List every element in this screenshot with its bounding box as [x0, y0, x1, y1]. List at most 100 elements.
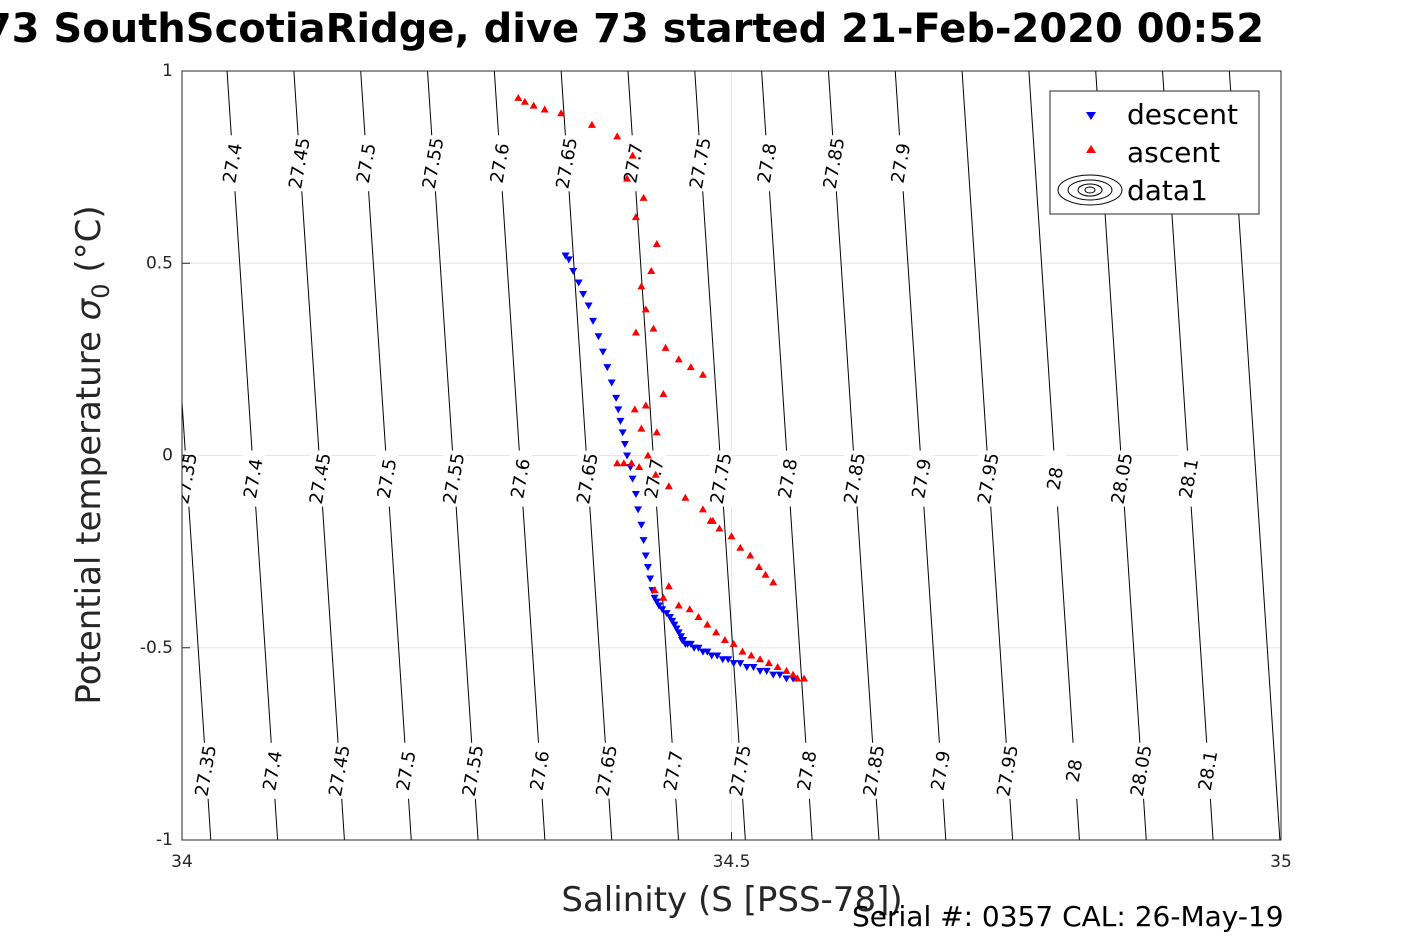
svg-text:Potential temperature σ0 (°C): Potential temperature σ0 (°C)	[69, 205, 115, 704]
ascent-point	[647, 266, 656, 274]
ascent-point	[623, 174, 632, 182]
contour-label-bg	[863, 742, 886, 799]
data-points	[514, 93, 809, 683]
ascent-point	[756, 655, 765, 663]
contour-label-bg	[977, 450, 1000, 507]
ascent-point	[681, 493, 690, 501]
contour-label-bg	[328, 742, 351, 799]
descent-point	[643, 564, 652, 572]
ascent-point	[674, 601, 683, 609]
contour-label-bg	[222, 135, 245, 192]
contour-label-bg	[155, 135, 177, 191]
ascent-point	[747, 651, 756, 659]
descent-point	[623, 452, 632, 460]
contour-label-bg	[395, 742, 418, 799]
ascent-point	[652, 428, 661, 436]
y-tick-label: -0.5	[140, 638, 173, 658]
contour-label-bg	[1178, 450, 1201, 507]
descent-point	[569, 267, 578, 275]
descent-point	[634, 506, 643, 514]
ascent-point	[736, 543, 745, 551]
ascent-point	[793, 674, 802, 682]
descent-point	[679, 637, 688, 645]
contour-label-bg	[930, 742, 953, 799]
contour-label: 28	[1043, 465, 1068, 491]
ascent-point	[628, 151, 637, 159]
ascent-point	[613, 459, 622, 467]
ylabel-sigma: σ	[69, 297, 109, 320]
descent-point	[564, 256, 573, 264]
descent-point	[736, 660, 745, 668]
contour-label-bg	[489, 135, 512, 192]
ascent-point	[746, 551, 755, 559]
descent-point	[646, 575, 655, 583]
contour-label-bg	[355, 135, 378, 192]
descent-point	[756, 667, 765, 675]
descent-point	[598, 348, 607, 356]
contour-label-bg	[729, 742, 752, 799]
contour-label-bg	[643, 450, 666, 507]
ascent-point	[641, 305, 650, 313]
ascent-point	[587, 120, 596, 128]
contour-labels: 27.3 27.35 27.4 27.45 27.5 27.55 27.6 27.65 27.7…	[86, 135, 1222, 799]
ascent-point	[712, 628, 721, 636]
y-tick-label: -1	[156, 830, 173, 850]
ascent-point	[729, 639, 738, 647]
ascent-point	[720, 636, 729, 644]
contour-label-bg	[376, 450, 399, 507]
ascent-point	[613, 132, 622, 140]
descent-point	[749, 663, 758, 671]
ascent-point	[631, 213, 640, 221]
contour-label-bg	[262, 742, 285, 799]
descent-point	[594, 333, 603, 341]
ascent-point	[637, 282, 646, 290]
ascent-point	[769, 578, 778, 586]
ascent-point	[637, 424, 646, 432]
contour-label-bg	[710, 450, 733, 507]
ascent-point	[686, 363, 695, 371]
ascent-point	[685, 605, 694, 613]
ascent-point	[652, 240, 661, 248]
descent-point	[607, 379, 616, 387]
legend-ascent-label: ascent	[1127, 136, 1220, 169]
contour-label-bg	[1044, 450, 1067, 507]
descent-point	[579, 291, 588, 299]
ascent-point	[514, 93, 523, 101]
descent-point	[662, 610, 671, 618]
chart-title-text: 673 SouthScotiaRidge, dive 73 started 21…	[0, 6, 1265, 52]
ascent-point	[800, 674, 809, 682]
contour-label-bg	[911, 450, 934, 507]
axis-ticks: 34 34.5 35 1 0.5 0 -0.5 -1	[140, 61, 1292, 872]
contour-label-bg	[997, 742, 1020, 799]
descent-point	[775, 671, 784, 679]
ascent-point	[715, 524, 724, 532]
serial-cal-footer: Serial #: 0357 CAL: 26-May-19	[852, 900, 1284, 933]
contour-label: 28	[1063, 758, 1088, 784]
chart-title: 673 SouthScotiaRidge, dive 73 started 21…	[0, 6, 1417, 52]
ascent-point	[659, 389, 668, 397]
contour-label-bg	[823, 135, 846, 192]
ascent-point	[641, 401, 650, 409]
legend-contour-icon	[1057, 174, 1123, 206]
x-axis-label: Salinity (S [PSS-78])	[561, 880, 903, 920]
contour-label-bg	[689, 135, 712, 192]
contour-label-bg	[844, 450, 867, 507]
ascent-point	[635, 463, 644, 471]
contour-label: 27.3	[86, 142, 114, 185]
ascent-point	[619, 459, 628, 467]
legend-box	[1049, 90, 1260, 215]
ascent-point	[698, 370, 707, 378]
contour-label-bg	[777, 450, 800, 507]
ascent-point	[738, 647, 747, 655]
legend-descent-marker	[1086, 112, 1096, 120]
contour-label-bg	[195, 742, 218, 799]
ascent-point	[703, 620, 712, 628]
ascent-point	[773, 662, 782, 670]
descent-point	[650, 594, 659, 602]
descent-point	[612, 394, 621, 402]
descent-point	[631, 490, 640, 498]
descent-point	[637, 521, 646, 529]
descent-point	[620, 440, 629, 448]
contour-label-bg	[182, 450, 199, 507]
descent-point	[665, 613, 674, 621]
